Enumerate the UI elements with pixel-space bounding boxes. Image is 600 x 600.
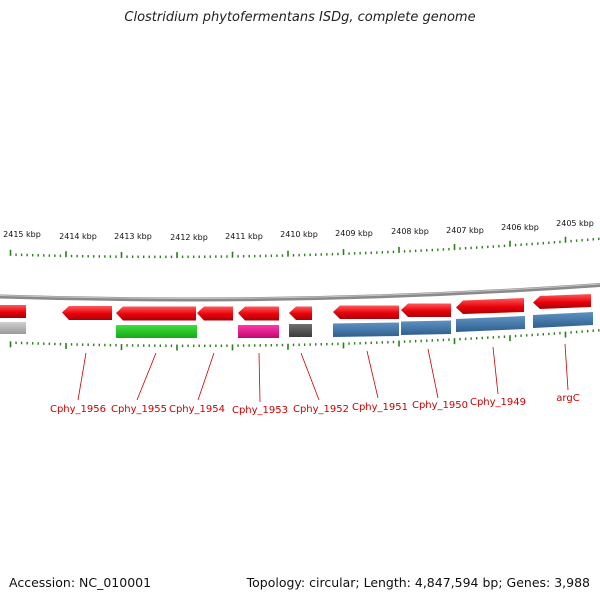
scale-labels: 2415 kbp 2414 kbp 2413 kbp 2412 kbp 2411… [3,219,594,242]
gene-label[interactable]: Cphy_1951 [352,402,408,413]
leader-lines [77,343,569,403]
gene-label[interactable]: Cphy_1952 [293,404,349,415]
scale-label: 2409 kbp [335,229,373,238]
scale-label: 2413 kbp [114,232,152,241]
scale-label: 2412 kbp [170,233,208,242]
lower-tick-row [9,329,600,351]
genome-backbone [0,283,600,302]
scale-label: 2408 kbp [391,227,429,236]
gene-arrow[interactable] [116,306,196,321]
category-bar-blue[interactable] [456,316,525,332]
gene-arrow[interactable] [333,305,399,320]
category-bar-blue[interactable] [401,320,451,336]
gene-category-track [0,312,593,338]
gene-label[interactable]: Cphy_1955 [111,404,167,415]
gene-arrow[interactable] [401,303,451,318]
gene-arrow[interactable] [238,306,279,321]
gene-label[interactable]: Cphy_1950 [412,400,468,411]
scale-label: 2411 kbp [225,232,263,241]
gene-arrow[interactable] [289,306,312,321]
scale-label: 2407 kbp [446,226,484,235]
gene-arrow[interactable] [62,306,112,320]
gene-arrow[interactable] [533,294,591,309]
gene-arrow[interactable] [197,306,233,321]
gene-label[interactable]: Cphy_1956 [50,404,106,415]
scale-label: 2405 kbp [556,219,594,228]
category-bar-gray[interactable] [0,322,26,334]
accession-text: Accession: NC_010001 [9,575,152,590]
gene-label[interactable]: argC [556,393,579,404]
category-bar-magenta[interactable] [238,325,279,338]
gene-label[interactable]: Cphy_1949 [470,397,526,408]
gene-label[interactable]: Cphy_1953 [232,405,288,416]
scale-label: 2410 kbp [280,230,318,239]
scale-label: 2415 kbp [3,230,41,239]
gene-labels: Cphy_1956 Cphy_1955 Cphy_1954 Cphy_1953 … [50,393,580,416]
scale-label: 2414 kbp [59,232,97,241]
scale-label: 2406 kbp [501,223,539,232]
category-bar-darkgray[interactable] [289,324,312,337]
gene-arrow[interactable] [0,305,26,318]
gene-arrows-track [0,294,591,321]
genome-summary-text: Topology: circular; Length: 4,847,594 bp… [246,575,590,590]
category-bar-blue[interactable] [533,312,593,328]
genome-title: Clostridium phytofermentans ISDg, comple… [124,10,476,25]
gene-arrow[interactable] [456,298,524,314]
upper-tick-row [9,236,600,259]
gene-label[interactable]: Cphy_1954 [169,404,225,415]
category-bar-green[interactable] [116,325,197,338]
category-bar-blue[interactable] [333,322,399,338]
